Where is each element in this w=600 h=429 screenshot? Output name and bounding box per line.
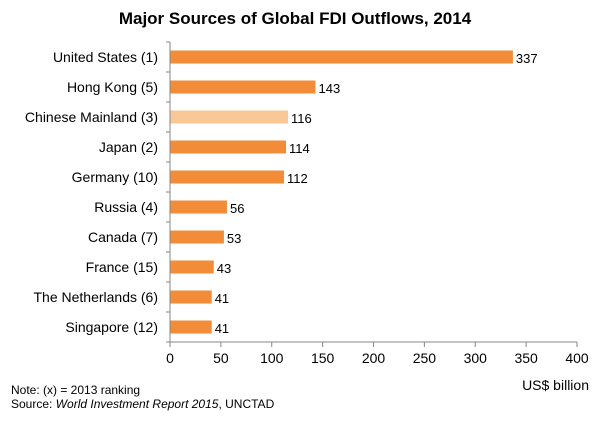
source-title: World Investment Report 2015 [55,397,219,411]
category-label: Russia (4) [94,199,158,215]
value-label: 43 [217,261,231,276]
bar [170,260,214,274]
category-label: The Netherlands (6) [33,289,158,305]
category-label: Japan (2) [99,139,158,155]
x-tick-label: 150 [311,350,335,366]
bar [170,140,286,154]
value-label: 337 [516,51,538,66]
source-note: Source: World Investment Report 2015, UN… [11,397,274,411]
source-suffix: , UNCTAD [218,397,275,411]
bar [170,320,212,334]
x-tick-label: 300 [464,350,488,366]
axes: 0 50 100 150 200 250 300 350 400 [166,41,589,366]
value-label: 56 [230,201,244,216]
bars: United States (1) 337 Hong Kong (5) 143 Chin… [25,49,538,336]
x-tick-label: 250 [413,350,437,366]
x-tick-label: 0 [166,350,174,366]
value-label: 116 [291,111,312,126]
category-label: Canada (7) [88,229,158,245]
category-label: Singapore (12) [65,319,158,335]
x-tick-label: 100 [260,350,284,366]
bar [170,80,316,94]
category-label: Chinese Mainland (3) [25,109,158,125]
x-tick-label: 350 [514,350,538,366]
x-tick-label: 50 [213,350,229,366]
bar [170,50,513,64]
x-tick-label: 200 [362,350,386,366]
bar [170,230,224,244]
bar [170,290,212,304]
x-tick-label: 400 [565,350,589,366]
category-label: United States (1) [53,49,158,65]
category-label: Germany (10) [72,169,158,185]
bar [170,170,284,184]
value-label: 53 [227,231,241,246]
bar [170,110,289,124]
category-label: France (15) [86,259,158,275]
x-axis-label: US$ billion [522,377,589,393]
value-label: 143 [319,81,341,96]
category-label: Hong Kong (5) [67,79,158,95]
source-prefix: Source: [11,397,56,411]
value-label: 114 [289,141,310,156]
value-label: 41 [215,321,229,336]
value-label: 41 [215,291,229,306]
value-label: 112 [287,171,308,186]
bar [170,200,227,214]
footnote-text: Note: (x) = 2013 ranking [11,383,141,397]
chart-title: Major Sources of Global FDI Outflows, 20… [119,9,472,28]
footnote: Note: (x) = 2013 ranking [11,383,140,397]
